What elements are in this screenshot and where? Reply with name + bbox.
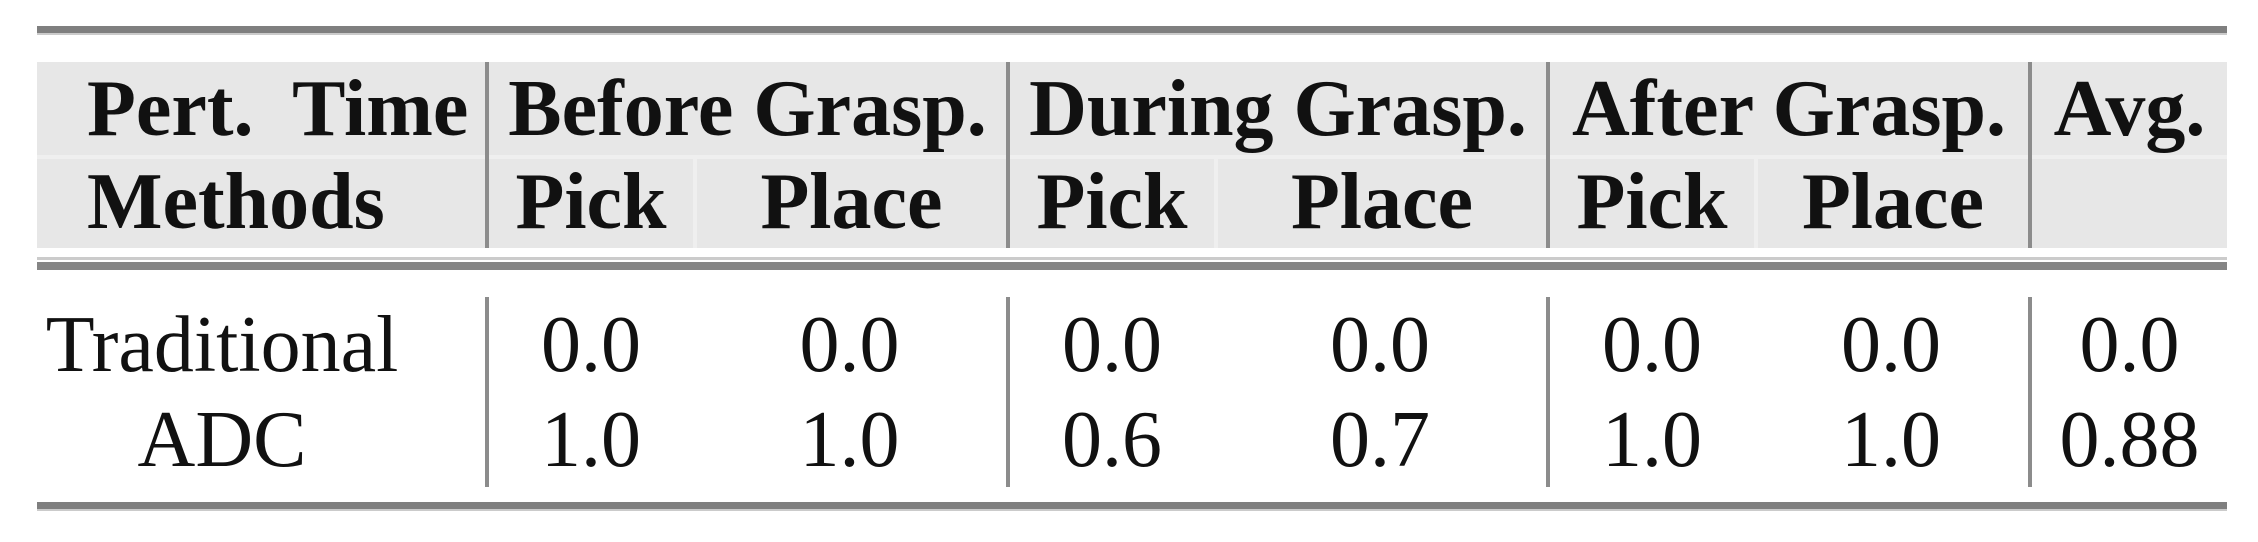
value-cell-before-place: 1.0 [799, 395, 900, 484]
subheader-avg-empty [2028, 155, 2227, 248]
value-cell-during-place: 0.0 [1330, 300, 1430, 389]
header-cell-pert-time: Pert. Time [87, 64, 469, 153]
subheader-after-pick: Pick [1546, 155, 1754, 248]
value-cell-after-pick: 1.0 [1546, 392, 1754, 487]
group-header-during-grasp: During Grasp. [1006, 62, 1546, 155]
mid-rule-gap [37, 260, 2227, 262]
table-header: Pert. Time Before Grasp. During Grasp. A… [37, 62, 2227, 248]
header-grid: Pert. Time Before Grasp. During Grasp. A… [37, 62, 2227, 248]
value-cell-after-place: 1.0 [1841, 395, 1941, 484]
subheader-during-pick: Pick [1006, 155, 1214, 248]
bottom-rule [37, 502, 2227, 511]
value-cell-avg: 0.0 [2028, 297, 2227, 392]
subheader-before-pick: Pick [485, 155, 693, 248]
header-body-double-rule [37, 257, 2227, 270]
value-cell-after-place: 0.0 [1841, 300, 1941, 389]
mid-rule-light [37, 257, 2227, 260]
value-cell-during-pick: 0.6 [1006, 392, 1214, 487]
value-cell-during-pick: 0.0 [1006, 297, 1214, 392]
value-cell-avg: 0.88 [2028, 392, 2227, 487]
method-cell: Traditional [45, 300, 399, 389]
header-cell-methods: Methods [87, 157, 385, 246]
group-header-before-grasp: Before Grasp. [485, 62, 1006, 155]
value-cell-before-place: 0.0 [799, 300, 900, 389]
value-cell-after-pick: 0.0 [1546, 297, 1754, 392]
value-cell-before-pick: 1.0 [485, 392, 693, 487]
table-body: Traditional 0.0 0.0 0.0 0.0 0.0 0.0 0.0 … [37, 270, 2227, 502]
spacer [37, 35, 2227, 62]
body-grid: Traditional 0.0 0.0 0.0 0.0 0.0 0.0 0.0 … [37, 297, 2227, 487]
subheader-during-place: Place [1214, 155, 1546, 248]
subheader-after-place: Place [1754, 155, 2028, 248]
group-header-after-grasp: After Grasp. [1546, 62, 2028, 155]
header-cell-avg: Avg. [2028, 62, 2227, 155]
header-row-divider [37, 155, 2227, 159]
results-table: Pert. Time Before Grasp. During Grasp. A… [37, 26, 2227, 511]
mid-rule-dark [37, 262, 2227, 270]
value-cell-before-pick: 0.0 [485, 297, 693, 392]
method-cell: ADC [137, 395, 307, 484]
value-cell-during-place: 0.7 [1330, 395, 1430, 484]
top-rule [37, 26, 2227, 35]
subheader-before-place: Place [693, 155, 1006, 248]
